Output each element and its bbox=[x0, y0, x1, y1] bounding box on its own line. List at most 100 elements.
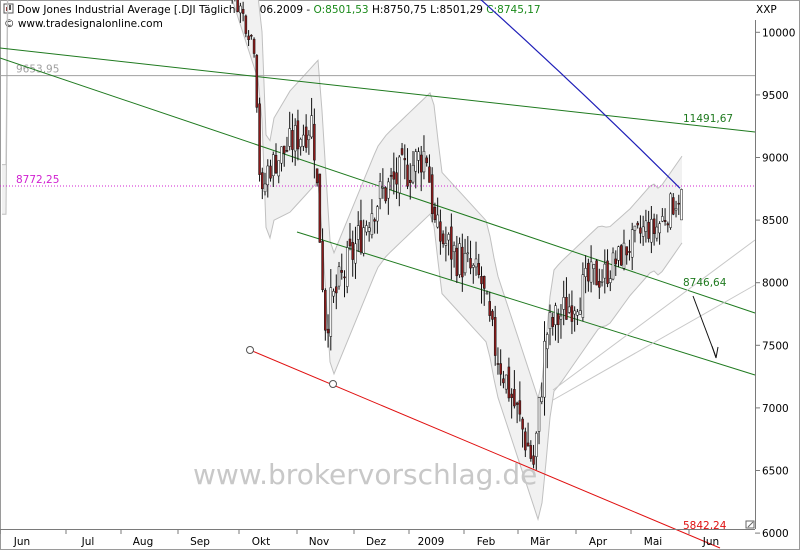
candle-body bbox=[532, 455, 535, 465]
candle-body bbox=[266, 165, 270, 186]
candle-body bbox=[507, 366, 511, 399]
candle-body bbox=[630, 229, 634, 258]
candle-body bbox=[277, 160, 280, 177]
candle-body bbox=[362, 227, 365, 254]
x-tick-label: Apr bbox=[589, 536, 608, 548]
candle-body bbox=[337, 266, 341, 287]
candle-body bbox=[589, 261, 593, 283]
candle-body bbox=[592, 264, 596, 269]
candle-body bbox=[315, 168, 319, 183]
y-tick-label: 7500 bbox=[762, 340, 789, 352]
candle-body bbox=[458, 243, 461, 275]
x-tick-label: Mär bbox=[530, 536, 550, 548]
candle-body bbox=[672, 197, 675, 215]
candle-body bbox=[359, 220, 363, 253]
candle-body bbox=[554, 305, 557, 326]
candle-body bbox=[647, 221, 650, 239]
chart-title: Dow Jones Industrial Average [.DJI Tägli… bbox=[17, 4, 541, 16]
candle-body bbox=[398, 156, 401, 194]
candle-body bbox=[502, 378, 505, 384]
candle-body bbox=[595, 260, 598, 286]
x-tick-label: Mai bbox=[644, 536, 662, 548]
trendline-support-red bbox=[249, 349, 721, 549]
candle-body bbox=[419, 154, 423, 173]
candle-body bbox=[392, 171, 396, 180]
candle-body bbox=[652, 218, 656, 235]
candle-body bbox=[636, 222, 639, 226]
candle-body bbox=[663, 219, 667, 222]
candle-body bbox=[515, 402, 519, 405]
x-tick-label: Jul bbox=[81, 536, 95, 548]
candle-body bbox=[384, 187, 387, 202]
candle-body bbox=[282, 145, 286, 154]
candle-body bbox=[326, 328, 330, 334]
candle-body bbox=[406, 164, 409, 187]
y-tick-label: 6000 bbox=[762, 528, 789, 540]
candle-body bbox=[428, 166, 431, 183]
candle-body bbox=[425, 157, 428, 164]
candle-body bbox=[373, 219, 376, 222]
candle-body bbox=[661, 216, 664, 222]
trendline-label: 5842,24 bbox=[683, 520, 727, 532]
candle-body bbox=[400, 148, 404, 155]
candle-body bbox=[244, 15, 248, 34]
candle-body bbox=[573, 310, 576, 315]
low-marker bbox=[246, 346, 254, 354]
candle-body bbox=[570, 305, 574, 322]
x-tick-label: Nov bbox=[309, 536, 330, 548]
candle-body bbox=[562, 297, 565, 310]
y-axis: 6000650070007500800085009000950010000105… bbox=[755, 27, 795, 540]
x-tick-label: Sep bbox=[190, 536, 210, 548]
candle-body bbox=[302, 134, 305, 147]
candle-body bbox=[307, 134, 311, 141]
copyright-text: © www.tradesignalonline.com bbox=[4, 18, 163, 30]
moving-average bbox=[480, 0, 681, 189]
candle-body bbox=[269, 165, 272, 179]
candle-body bbox=[674, 208, 678, 211]
candle-body bbox=[600, 281, 604, 283]
candle-body bbox=[510, 393, 513, 398]
trendline-label: 11491,67 bbox=[683, 113, 733, 125]
candle-body bbox=[403, 158, 407, 161]
candle-body bbox=[546, 334, 549, 350]
y-tick-label: 9500 bbox=[762, 90, 789, 102]
candle-body bbox=[430, 174, 434, 215]
candle-body bbox=[293, 125, 297, 152]
candle-body bbox=[436, 214, 439, 228]
arrow-head bbox=[711, 345, 719, 359]
chart-header: Dow Jones Industrial Average [.DJI Tägli… bbox=[3, 3, 777, 30]
candle-body bbox=[441, 233, 445, 245]
candle-body bbox=[274, 155, 278, 174]
candle-body bbox=[241, 9, 245, 14]
candle-body bbox=[381, 187, 385, 189]
candle-body bbox=[356, 225, 360, 240]
y-tick-label: 7000 bbox=[762, 403, 789, 415]
candle-body bbox=[655, 226, 659, 239]
x-tick-label: Jun bbox=[702, 536, 719, 548]
candle-body bbox=[365, 225, 368, 233]
candle-body bbox=[526, 442, 530, 447]
symbol-right-label: XXP bbox=[756, 4, 777, 16]
x-tick-label: Dez bbox=[366, 536, 387, 548]
candle-body bbox=[584, 268, 587, 277]
resize-grip-icon[interactable] bbox=[745, 520, 755, 529]
candle-body bbox=[680, 189, 683, 221]
channel-lower-gray bbox=[552, 284, 756, 401]
candle-body bbox=[639, 227, 642, 234]
candle-body bbox=[324, 289, 327, 331]
candle-body bbox=[414, 151, 417, 172]
candle-body bbox=[669, 193, 672, 228]
candle-body bbox=[622, 242, 626, 269]
candle-body bbox=[444, 243, 448, 246]
candle-body bbox=[335, 286, 338, 294]
candle-body bbox=[521, 418, 524, 430]
candle-body bbox=[611, 252, 615, 280]
candle-body bbox=[529, 445, 533, 459]
candle-body bbox=[452, 245, 456, 253]
candle-body bbox=[291, 130, 294, 150]
trendline-upper bbox=[0, 47, 756, 133]
candle-body bbox=[250, 34, 253, 37]
candle-body bbox=[617, 246, 620, 261]
